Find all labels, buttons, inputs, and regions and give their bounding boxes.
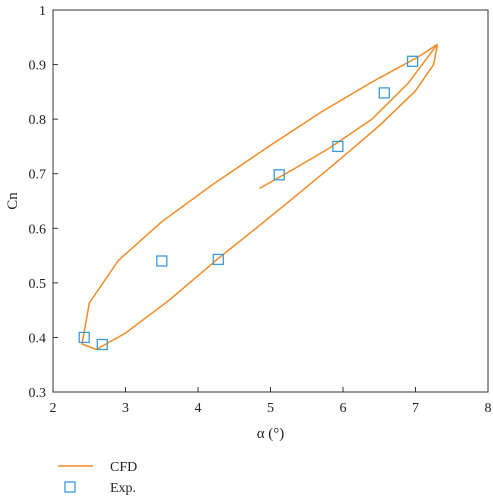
legend-marker-exp: [64, 481, 76, 493]
x-tick-label: 5: [267, 401, 274, 416]
y-tick-label: 0.8: [29, 113, 47, 128]
data-point-exp: [78, 331, 90, 344]
y-axis-title: Cn: [5, 192, 21, 210]
x-tick-label: 7: [412, 401, 419, 416]
x-tick-label: 2: [50, 401, 57, 416]
data-point-exp: [212, 253, 224, 266]
x-axis-ticks: 2 3 4 5 6 7 8: [50, 387, 492, 416]
legend-label-exp: Exp.: [110, 481, 136, 496]
y-tick-label: 1: [39, 4, 46, 19]
legend-label-cfd: CFD: [110, 460, 137, 475]
plot-frame: [52, 9, 489, 393]
x-tick-label: 4: [195, 401, 202, 416]
y-tick-label: 0.3: [29, 386, 47, 401]
series-layer: [78, 43, 439, 351]
x-tick-label: 3: [122, 401, 129, 416]
y-tick-label: 0.4: [29, 331, 47, 346]
x-tick-label: 6: [340, 401, 347, 416]
y-axis-ticks: 0.3 0.4 0.5 0.6 0.7 0.8 0.9 1: [29, 4, 58, 401]
legend: CFD Exp.: [58, 460, 137, 496]
y-tick-label: 0.9: [29, 59, 47, 74]
series-line-cfd: [81, 43, 439, 351]
data-point-exp: [378, 87, 390, 99]
data-point-exp: [156, 255, 168, 267]
data-point-exp: [96, 338, 108, 351]
y-tick-label: 0.6: [29, 222, 47, 237]
data-point-exp: [332, 140, 344, 153]
data-point-exp: [273, 169, 285, 181]
y-tick-label: 0.7: [29, 168, 47, 183]
y-tick-label: 0.5: [29, 277, 47, 292]
x-tick-label: 8: [485, 401, 492, 416]
x-axis-title: α (°): [257, 426, 285, 442]
data-point-exp: [406, 55, 419, 67]
